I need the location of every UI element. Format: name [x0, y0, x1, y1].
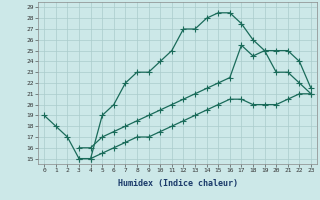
X-axis label: Humidex (Indice chaleur): Humidex (Indice chaleur) — [118, 179, 238, 188]
